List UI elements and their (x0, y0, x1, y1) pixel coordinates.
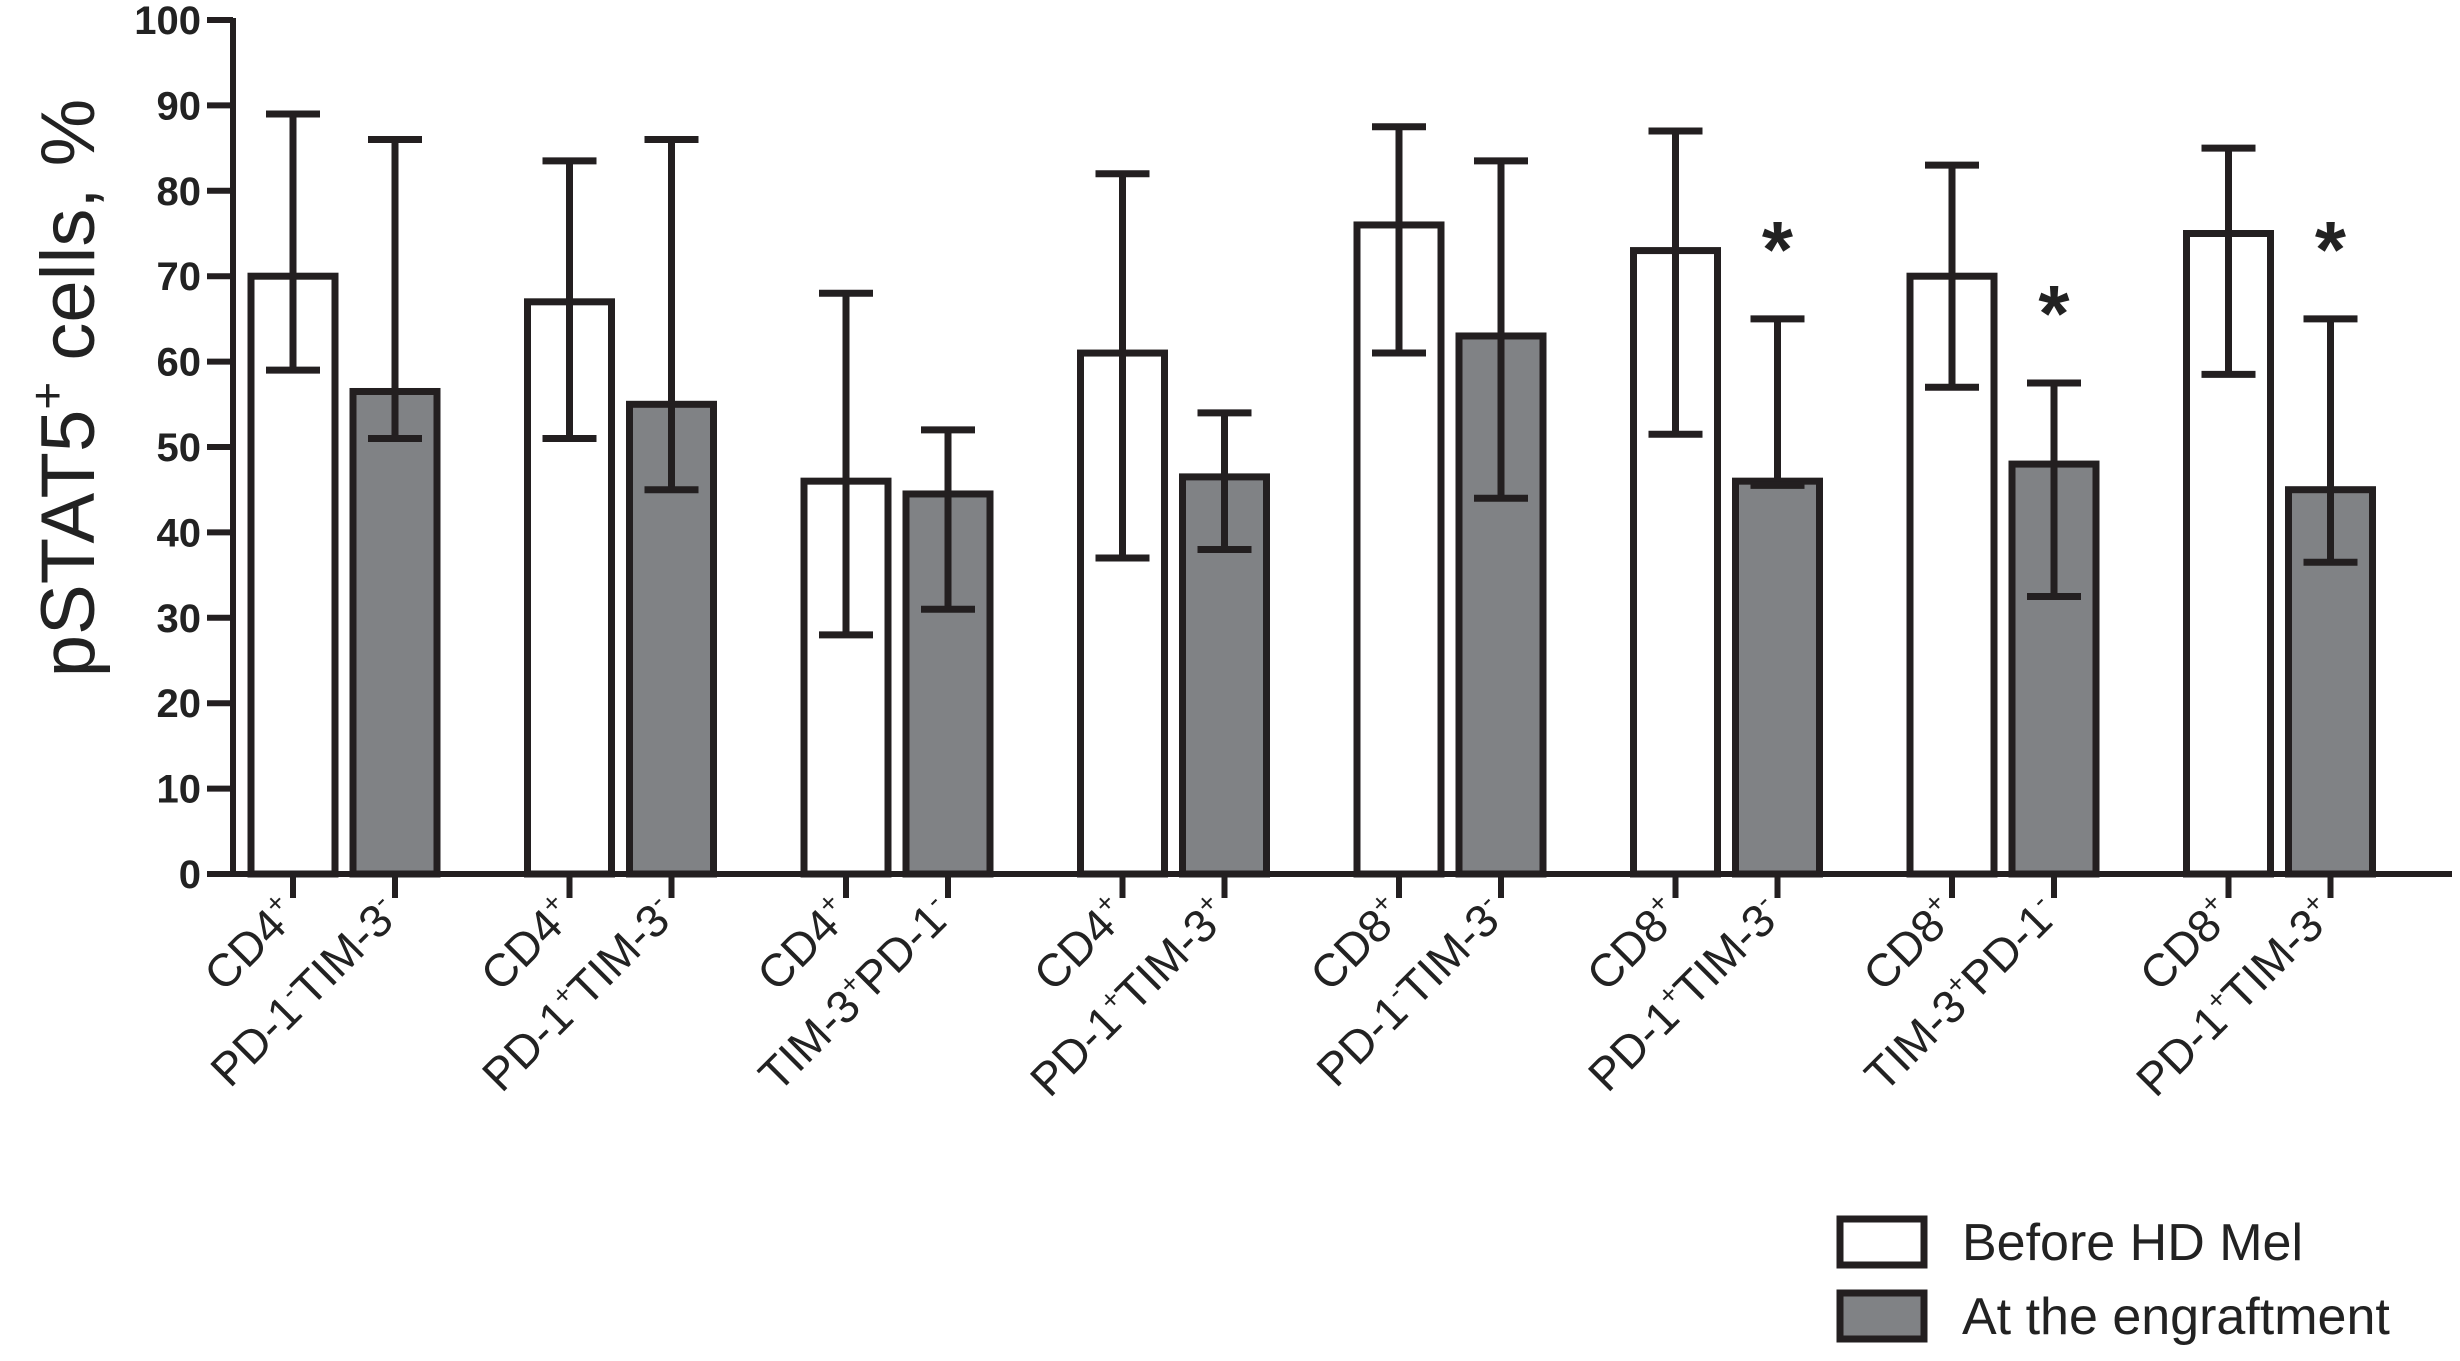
error-bar-engraftment-8 (2303, 315, 2358, 566)
error-bar-before-2 (542, 157, 597, 442)
category-labels: CD4+ PD-1-TIM-3- CD4+ PD-1+TIM-3- CD4+ T… (194, 886, 2333, 1106)
error-bar-before-3 (819, 289, 873, 639)
significance-marks: * * * (1762, 205, 2347, 358)
bar-before-1 (247, 272, 339, 878)
error-bars (266, 110, 2358, 639)
error-bar-engraftment-5 (1474, 157, 1528, 502)
legend: Before HD Mel At the engraftment (1836, 1214, 2390, 1346)
error-bar-before-7 (1925, 161, 1979, 391)
error-bar-engraftment-7 (2027, 379, 2081, 600)
error-bar-before-5 (1372, 123, 1426, 357)
error-bar-before-4 (1095, 170, 1150, 562)
legend-item-engraftment: At the engraftment (1836, 1288, 2390, 1346)
error-bar-before-1 (266, 110, 320, 374)
y-axis-label: pSTAT5+ cells, % (22, 99, 111, 677)
y-tick-label: 10 (157, 768, 202, 812)
y-tick-label: 80 (157, 170, 202, 214)
x-axis (230, 871, 2452, 898)
error-bar-engraftment-6 (1750, 315, 1805, 489)
significance-star: * (2315, 205, 2347, 294)
legend-label: At the engraftment (1962, 1288, 2390, 1346)
legend-swatch (1836, 1215, 1928, 1269)
legend-item-before: Before HD Mel (1836, 1214, 2303, 1272)
bar-engraftment-6 (1732, 477, 1823, 878)
y-tick-label: 60 (157, 341, 202, 385)
significance-star: * (2038, 269, 2070, 358)
y-tick-label: 100 (134, 0, 201, 43)
y-tick-label: 50 (157, 426, 202, 470)
legend-label: Before HD Mel (1962, 1214, 2303, 1272)
y-tick-label: 20 (157, 682, 202, 726)
error-bar-engraftment-4 (1197, 409, 1252, 553)
error-bar-engraftment-3 (921, 426, 975, 613)
y-axis: 0 10 20 30 40 50 60 70 80 90 100 (134, 0, 236, 897)
bar-engraftment-1 (349, 387, 441, 878)
y-tick-label: 0 (179, 853, 201, 897)
error-bar-engraftment-1 (368, 136, 422, 442)
error-bar-before-8 (2201, 144, 2256, 378)
error-bar-before-6 (1648, 127, 1703, 438)
y-tick-label: 40 (157, 511, 202, 555)
y-tick-label: 70 (157, 255, 202, 299)
y-tick-label: 30 (157, 597, 202, 641)
significance-star: * (1762, 205, 1794, 294)
error-bar-engraftment-2 (644, 136, 699, 494)
y-tick-label: 90 (157, 84, 202, 128)
legend-swatch (1836, 1289, 1928, 1343)
